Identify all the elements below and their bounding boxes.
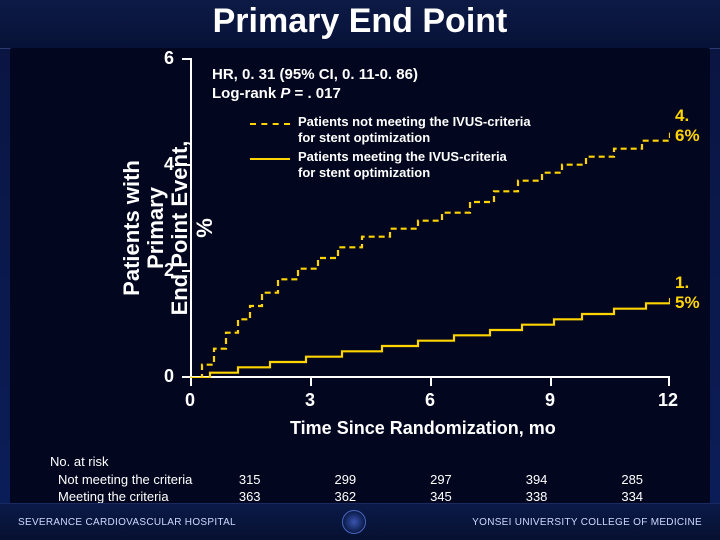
risk-row-label: Not meeting the criteria (50, 471, 202, 489)
y-tick (182, 58, 190, 60)
footer-logo-icon (342, 510, 366, 534)
risk-table: No. at risk Not meeting the criteria 315… (50, 453, 680, 506)
x-tick (190, 378, 192, 386)
y-tick-label: 6 (164, 48, 174, 69)
risk-cell: 299 (298, 471, 394, 489)
x-tick (430, 378, 432, 386)
plot-region: 6 4 2 0 0 3 6 9 12 (190, 58, 670, 378)
x-tick-label: 12 (658, 390, 678, 411)
y-tick-label: 2 (164, 260, 174, 281)
x-axis-label: Time Since Randomization, mo (290, 418, 556, 439)
y-tick (182, 376, 190, 378)
footer-right: YONSEI UNIVERSITY COLLEGE OF MEDICINE (472, 517, 702, 528)
legend-text: for stent optimization (298, 130, 430, 145)
y-axis-label-line1: Patients with Primary (119, 160, 168, 296)
chart-area: Patients with Primary End Point Event, %… (10, 48, 710, 504)
risk-cell: 297 (393, 471, 489, 489)
legend-meeting: Patients meeting the IVUS-criteria for s… (298, 149, 507, 182)
x-tick-label: 9 (545, 390, 555, 411)
series-end-label-meeting: 1. 5% (675, 273, 700, 313)
slide: Primary End Point Patients with Primary … (0, 0, 720, 540)
legend-text: Patients not meeting the IVUS-criteria (298, 114, 531, 129)
risk-cell: 315 (202, 471, 298, 489)
x-tick (310, 378, 312, 386)
legend-text: for stent optimization (298, 165, 430, 180)
y-tick-label: 4 (164, 154, 174, 175)
legend-not-meeting: Patients not meeting the IVUS-criteria f… (298, 114, 531, 147)
series-end-label-not-meeting: 4. 6% (675, 106, 700, 146)
risk-cell: 394 (489, 471, 585, 489)
y-tick-label: 0 (164, 366, 174, 387)
x-tick (668, 378, 670, 386)
y-tick (182, 164, 190, 166)
footer-left: SEVERANCE CARDIOVASCULAR HOSPITAL (18, 517, 236, 528)
series-meeting (190, 298, 670, 378)
x-tick-label: 3 (305, 390, 315, 411)
footer: SEVERANCE CARDIOVASCULAR HOSPITAL YONSEI… (0, 503, 720, 540)
km-curves-svg (190, 58, 670, 378)
hr-annotation: HR, 0. 31 (95% CI, 0. 11-0. 86) Log-rank… (212, 66, 418, 104)
legend-swatch-dashed (250, 123, 290, 125)
hr-text-line1: HR, 0. 31 (95% CI, 0. 11-0. 86) (212, 66, 418, 83)
x-tick (550, 378, 552, 386)
risk-cell: 285 (584, 471, 680, 489)
risk-header: No. at risk (50, 453, 205, 471)
x-tick-label: 6 (425, 390, 435, 411)
legend-swatch-solid (250, 158, 290, 160)
x-tick-label: 0 (185, 390, 195, 411)
y-tick (182, 270, 190, 272)
title-bar: Primary End Point (0, 0, 720, 49)
slide-title: Primary End Point (0, 0, 720, 41)
legend-text: Patients meeting the IVUS-criteria (298, 149, 507, 164)
